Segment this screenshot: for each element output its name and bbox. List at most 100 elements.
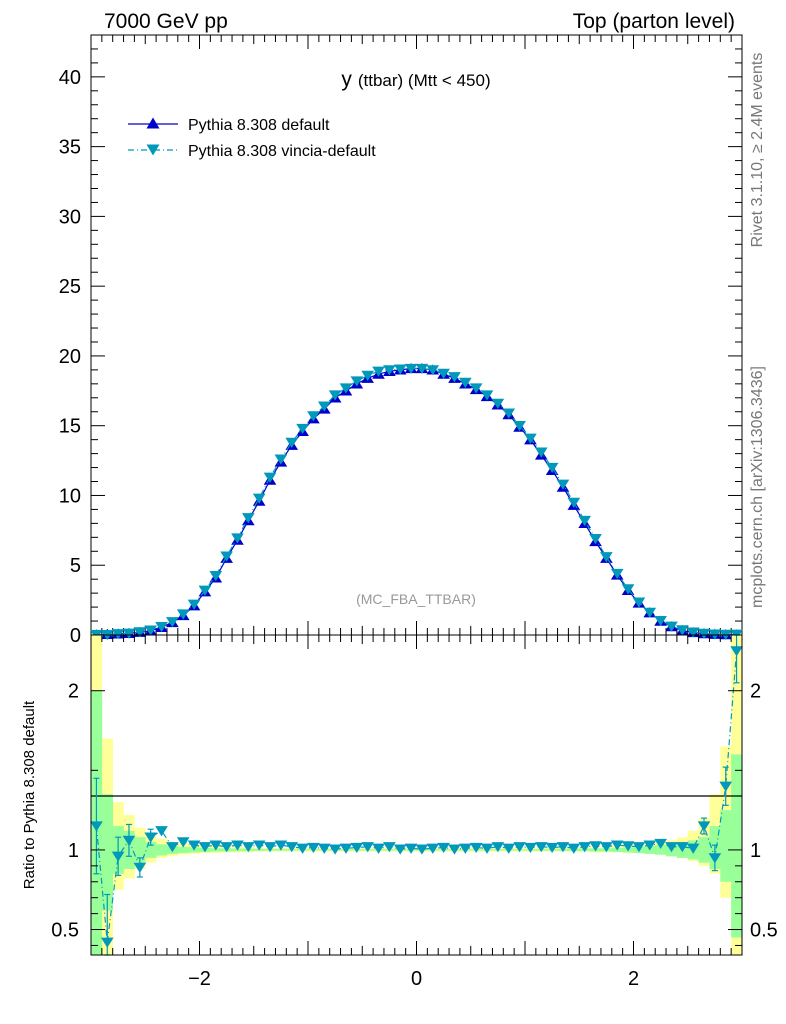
data-point-vincia xyxy=(665,621,678,632)
ratio-point-vincia xyxy=(632,842,646,853)
data-point-vincia xyxy=(491,398,505,409)
data-point-vincia xyxy=(534,447,548,458)
ratio-point-vincia xyxy=(231,840,244,851)
data-point-vincia xyxy=(263,472,277,483)
data-point-vincia xyxy=(361,370,374,381)
ratio-point-vincia xyxy=(252,840,266,851)
data-point-vincia xyxy=(621,584,635,595)
ratio-point-vincia xyxy=(361,842,374,853)
legend-label-vincia: Pythia 8.308 vincia-default xyxy=(188,143,376,160)
data-point-vincia xyxy=(307,411,320,422)
x-tick-label: 0 xyxy=(411,968,422,990)
header-collision-label: 7000 GeV pp xyxy=(104,10,228,33)
ratio-point-vincia xyxy=(372,843,385,854)
ratio-point-vincia xyxy=(155,826,168,837)
ratio-point-vincia xyxy=(578,842,591,853)
x-tick-label: −2 xyxy=(188,968,211,990)
main-series xyxy=(90,362,743,641)
ratio-band-green xyxy=(134,837,146,863)
header-process-label: Top (parton level) xyxy=(573,10,735,33)
ratio-point-vincia xyxy=(676,842,689,853)
ratio-point-vincia xyxy=(545,842,559,854)
ratio-point-vincia xyxy=(328,844,342,855)
ratio-point-vincia xyxy=(339,843,353,854)
ratio-y-tick-label: 1 xyxy=(68,840,79,862)
ratio-point-vincia xyxy=(274,840,288,851)
ratio-y-tick-label: 0.5 xyxy=(51,920,79,942)
ratio-point-vincia xyxy=(242,842,255,853)
legend-marker-default xyxy=(146,117,160,129)
data-point-vincia xyxy=(545,462,559,474)
data-point-vincia xyxy=(426,365,440,376)
main-panel: 0 5 10 15 20 25 30 35 40 y (ttbar) (Mtt < 450) (M… xyxy=(59,34,743,647)
main-y-tick-label: 15 xyxy=(59,416,81,438)
ratio-series xyxy=(90,634,743,956)
ratio-point-vincia xyxy=(719,781,733,792)
ratio-point-vincia xyxy=(708,853,722,864)
main-y-tick-label: 25 xyxy=(59,276,81,298)
data-point-vincia xyxy=(578,515,591,527)
data-point-vincia xyxy=(296,423,309,434)
data-point-vincia xyxy=(448,372,461,383)
ratio-point-vincia xyxy=(697,821,711,832)
data-point-vincia xyxy=(339,383,353,394)
ratio-y-tick-label: 2 xyxy=(68,681,79,703)
plot-title-rest: (ttbar) (Mtt < 450) xyxy=(358,71,491,90)
data-point-vincia xyxy=(502,408,516,419)
data-point-vincia xyxy=(686,627,700,638)
ratio-point-vincia xyxy=(198,842,212,853)
ratio-point-vincia xyxy=(621,841,635,852)
main-y-tick-label: 20 xyxy=(59,346,81,368)
main-y-tick-label: 35 xyxy=(59,137,81,159)
ratio-frame xyxy=(90,634,743,956)
data-point-vincia xyxy=(198,585,212,596)
ratio-point-vincia xyxy=(350,842,364,854)
data-point-vincia xyxy=(220,551,233,562)
ratio-y-label: Ratio to Pythia 8.308 default xyxy=(21,700,38,889)
ratio-point-vincia xyxy=(459,843,472,854)
ratio-point-vincia xyxy=(524,842,537,854)
ratio-x-axis: −2 0 2 xyxy=(90,635,743,990)
main-y-tick-label: 5 xyxy=(70,555,81,577)
ratio-point-vincia xyxy=(122,835,136,846)
data-point-vincia xyxy=(372,366,385,377)
data-point-vincia xyxy=(556,479,570,490)
ratio-point-vincia xyxy=(209,840,223,851)
data-point-vincia xyxy=(111,629,125,640)
data-point-vincia xyxy=(676,625,689,636)
ratio-band-green xyxy=(655,845,667,855)
data-point-vincia xyxy=(122,628,136,639)
data-point-vincia xyxy=(480,390,494,401)
data-point-vincia xyxy=(155,621,168,633)
main-y-tick-label: 30 xyxy=(59,206,81,228)
ratio-point-vincia xyxy=(263,842,277,853)
ratio-point-vincia xyxy=(426,843,440,854)
main-y-tick-label: 10 xyxy=(59,485,81,507)
analysis-watermark: (MC_FBA_TTBAR) xyxy=(356,591,476,607)
ratio-point-vincia xyxy=(166,842,179,853)
main-y-tick-label: 0 xyxy=(70,625,81,647)
x-tick-label: 2 xyxy=(628,968,639,990)
ratio-point-vincia xyxy=(437,842,450,854)
data-point-vincia xyxy=(252,493,266,504)
data-point-vincia xyxy=(632,597,646,608)
legend-entry-vincia: Pythia 8.308 vincia-default xyxy=(128,143,376,160)
ratio-point-vincia xyxy=(393,844,407,855)
data-point-vincia xyxy=(610,568,624,580)
ratio-point-vincia xyxy=(285,842,299,853)
data-point-vincia xyxy=(513,421,526,432)
ratio-point-vincia xyxy=(513,842,526,853)
ratio-point-vincia xyxy=(686,843,700,854)
ratio-point-vincia xyxy=(600,842,613,853)
data-point-vincia xyxy=(350,376,364,387)
data-point-vincia xyxy=(524,433,537,444)
ratio-point-vincia xyxy=(111,851,125,862)
ratio-band-green xyxy=(731,754,743,938)
ratio-point-vincia xyxy=(730,646,743,657)
data-point-vincia xyxy=(144,625,157,636)
ratio-y-tick-label-right: 0.5 xyxy=(750,920,778,942)
data-point-vincia xyxy=(589,534,602,545)
legend: Pythia 8.308 default Pythia 8.308 vincia… xyxy=(128,117,376,160)
data-point-vincia xyxy=(469,383,483,394)
ratio-y-axis: 0.5 0.5 1 1 2 2 xyxy=(51,681,778,946)
